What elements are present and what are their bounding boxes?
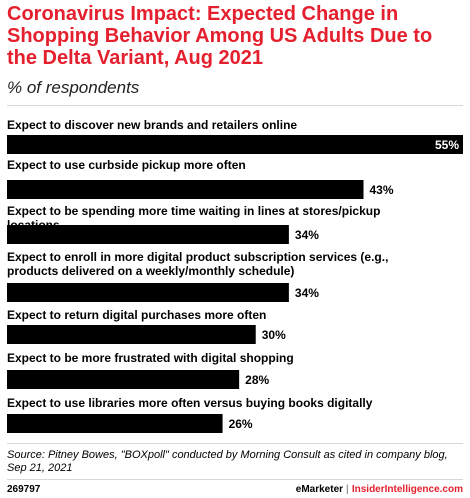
top-divider (7, 105, 463, 106)
bottom-divider (7, 443, 463, 444)
chart-id: 269797 (7, 484, 41, 495)
category-label: Expect to enroll in more digital product… (7, 250, 388, 278)
footer-divider (7, 479, 463, 480)
brand-insider-intelligence: InsiderIntelligence.com (351, 484, 463, 495)
category-label: Expect to return digital purchases more … (7, 308, 266, 322)
category-label: Expect to discover new brands and retail… (7, 118, 297, 132)
category-label: Expect to be more frustrated with digita… (7, 351, 294, 365)
value-label: 55% (435, 138, 459, 152)
bar (7, 325, 256, 344)
value-label: 34% (295, 228, 319, 242)
brand-separator: | (346, 484, 349, 495)
bar (7, 414, 223, 433)
brand-footer: eMarketer | InsiderIntelligence.com (296, 484, 463, 495)
bar (7, 283, 289, 302)
value-label: 43% (370, 183, 394, 197)
brand-emarketer: eMarketer (295, 484, 344, 495)
value-label: 28% (245, 373, 269, 387)
value-label: 26% (229, 417, 253, 431)
bar (7, 370, 240, 389)
source-note: Source: Pitney Bowes, "BOXpoll" conducte… (7, 449, 448, 474)
bar (7, 180, 364, 199)
category-label: Expect to use libraries more often versu… (7, 396, 373, 410)
bar-chart: Expect to discover new brands and retail… (7, 118, 463, 433)
bar (7, 135, 463, 154)
chart-subtitle: % of respondents (7, 78, 140, 97)
chart-title: Coronavirus Impact: Expected Change in S… (7, 3, 433, 69)
value-label: 30% (262, 328, 286, 342)
bar (7, 225, 289, 244)
category-label: Expect to use curbside pickup more often (7, 158, 246, 172)
value-label: 34% (295, 286, 319, 300)
